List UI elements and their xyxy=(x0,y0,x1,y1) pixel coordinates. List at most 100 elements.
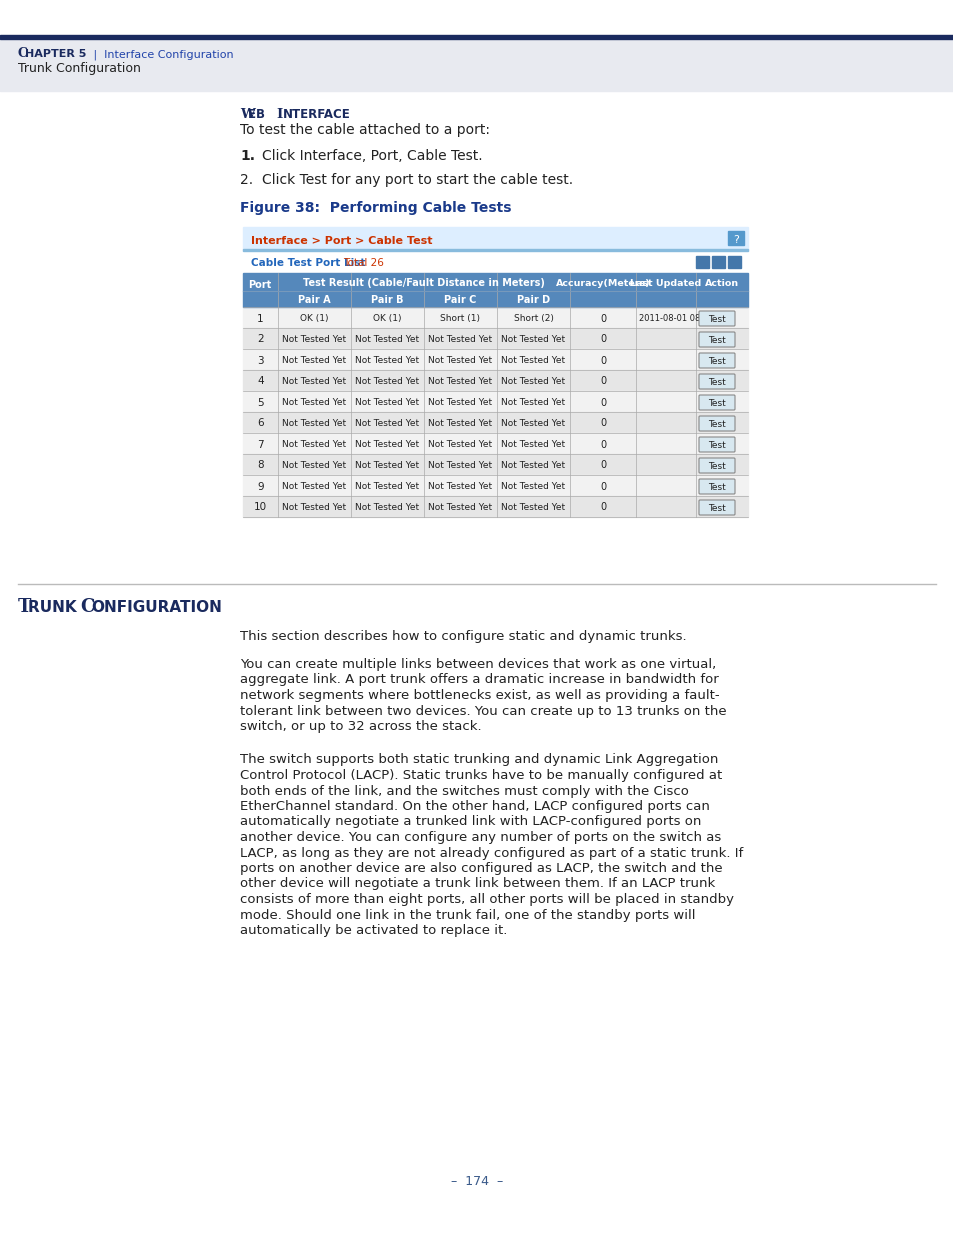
Text: Test: Test xyxy=(707,504,725,513)
Text: This section describes how to configure static and dynamic trunks.: This section describes how to configure … xyxy=(240,630,686,643)
Text: Not Tested Yet: Not Tested Yet xyxy=(282,482,346,492)
Text: Pair D: Pair D xyxy=(517,295,550,305)
Text: Not Tested Yet: Not Tested Yet xyxy=(428,356,492,366)
Text: C: C xyxy=(18,47,28,61)
Text: W: W xyxy=(240,107,254,121)
Text: 7: 7 xyxy=(257,440,264,450)
Bar xyxy=(727,231,743,245)
Text: Not Tested Yet: Not Tested Yet xyxy=(428,482,492,492)
Text: I: I xyxy=(275,107,282,121)
Text: Not Tested Yet: Not Tested Yet xyxy=(428,419,492,429)
Bar xyxy=(243,370,747,391)
Text: 0: 0 xyxy=(599,419,605,429)
Text: Not Tested Yet: Not Tested Yet xyxy=(355,461,419,471)
Text: Not Tested Yet: Not Tested Yet xyxy=(282,440,346,450)
Text: 5: 5 xyxy=(257,398,264,408)
Text: Not Tested Yet: Not Tested Yet xyxy=(428,503,492,513)
Text: Not Tested Yet: Not Tested Yet xyxy=(355,440,419,450)
Text: –  174  –: – 174 – xyxy=(451,1174,502,1188)
Text: Pair C: Pair C xyxy=(444,295,476,305)
Text: automatically be activated to replace it.: automatically be activated to replace it… xyxy=(240,924,507,937)
Text: Test: Test xyxy=(707,462,725,471)
Text: Action: Action xyxy=(704,279,739,288)
Text: 2.: 2. xyxy=(240,173,253,186)
Text: Not Tested Yet: Not Tested Yet xyxy=(428,440,492,450)
Bar xyxy=(243,249,747,251)
Bar xyxy=(0,35,953,40)
Text: Control Protocol (LACP). Static trunks have to be manually configured at: Control Protocol (LACP). Static trunks h… xyxy=(240,769,721,782)
FancyBboxPatch shape xyxy=(699,437,734,452)
Text: Interface > Port > Cable Test: Interface > Port > Cable Test xyxy=(251,236,432,246)
Text: T: T xyxy=(18,598,31,616)
Bar xyxy=(696,256,708,268)
Text: OK (1): OK (1) xyxy=(300,314,329,324)
Bar xyxy=(243,496,747,517)
FancyBboxPatch shape xyxy=(699,500,734,515)
Text: ?: ? xyxy=(732,235,739,245)
Text: Figure 38:  Performing Cable Tests: Figure 38: Performing Cable Tests xyxy=(240,201,511,215)
Text: 3: 3 xyxy=(257,356,264,366)
Text: Test: Test xyxy=(707,336,725,345)
FancyBboxPatch shape xyxy=(699,416,734,431)
Text: Not Tested Yet: Not Tested Yet xyxy=(501,377,565,387)
Text: consists of more than eight ports, all other ports will be placed in standby: consists of more than eight ports, all o… xyxy=(240,893,733,906)
Text: Not Tested Yet: Not Tested Yet xyxy=(428,377,492,387)
Text: Short (1): Short (1) xyxy=(440,314,480,324)
Bar xyxy=(243,227,747,251)
Text: Pair B: Pair B xyxy=(371,295,403,305)
Text: Not Tested Yet: Not Tested Yet xyxy=(501,482,565,492)
Text: 1: 1 xyxy=(257,314,264,324)
Bar xyxy=(243,350,747,370)
FancyBboxPatch shape xyxy=(699,479,734,494)
Bar xyxy=(243,391,747,412)
Text: Not Tested Yet: Not Tested Yet xyxy=(501,419,565,429)
Text: Cable Test Port List: Cable Test Port List xyxy=(251,258,365,268)
Text: Total 26: Total 26 xyxy=(343,258,383,268)
Text: another device. You can configure any number of ports on the switch as: another device. You can configure any nu… xyxy=(240,831,720,844)
Text: network segments where bottlenecks exist, as well as providing a fault-: network segments where bottlenecks exist… xyxy=(240,689,719,701)
Bar xyxy=(243,227,747,532)
Text: Not Tested Yet: Not Tested Yet xyxy=(355,335,419,345)
Bar xyxy=(727,256,740,268)
Text: |  Interface Configuration: | Interface Configuration xyxy=(90,49,233,59)
Bar xyxy=(243,475,747,496)
Text: Click Interface, Port, Cable Test.: Click Interface, Port, Cable Test. xyxy=(262,149,482,163)
Text: Not Tested Yet: Not Tested Yet xyxy=(501,335,565,345)
Text: Test: Test xyxy=(707,441,725,450)
FancyBboxPatch shape xyxy=(699,395,734,410)
Text: 2: 2 xyxy=(257,335,264,345)
Text: Not Tested Yet: Not Tested Yet xyxy=(501,503,565,513)
Bar xyxy=(711,256,724,268)
Text: Click Test for any port to start the cable test.: Click Test for any port to start the cab… xyxy=(262,173,573,186)
Text: Not Tested Yet: Not Tested Yet xyxy=(282,398,346,408)
Text: Not Tested Yet: Not Tested Yet xyxy=(501,356,565,366)
Text: Test Result (Cable/Fault Distance in Meters): Test Result (Cable/Fault Distance in Met… xyxy=(303,278,544,288)
Text: Not Tested Yet: Not Tested Yet xyxy=(501,398,565,408)
Text: Last Updated: Last Updated xyxy=(630,279,700,288)
Text: Test: Test xyxy=(707,483,725,492)
Text: Not Tested Yet: Not Tested Yet xyxy=(355,503,419,513)
Text: Test: Test xyxy=(707,357,725,366)
Text: ONFIGURATION: ONFIGURATION xyxy=(91,600,222,615)
Text: Not Tested Yet: Not Tested Yet xyxy=(282,335,346,345)
Text: 6: 6 xyxy=(257,419,264,429)
Text: Not Tested Yet: Not Tested Yet xyxy=(282,461,346,471)
Text: Not Tested Yet: Not Tested Yet xyxy=(428,398,492,408)
Text: The switch supports both static trunking and dynamic Link Aggregation: The switch supports both static trunking… xyxy=(240,753,718,767)
Text: Not Tested Yet: Not Tested Yet xyxy=(501,461,565,471)
Bar xyxy=(0,0,953,35)
Text: Short (2): Short (2) xyxy=(513,314,553,324)
Bar xyxy=(243,291,747,308)
Text: ports on another device are also configured as LACP, the switch and the: ports on another device are also configu… xyxy=(240,862,721,876)
Text: LACP, as long as they are not already configured as part of a static trunk. If: LACP, as long as they are not already co… xyxy=(240,846,742,860)
Text: 0: 0 xyxy=(599,482,605,492)
Text: 8: 8 xyxy=(257,461,264,471)
Bar xyxy=(0,40,953,91)
Text: other device will negotiate a trunk link between them. If an LACP trunk: other device will negotiate a trunk link… xyxy=(240,878,715,890)
Bar xyxy=(243,227,747,532)
Text: EtherChannel standard. On the other hand, LACP configured ports can: EtherChannel standard. On the other hand… xyxy=(240,800,709,813)
Text: Trunk Configuration: Trunk Configuration xyxy=(18,62,141,75)
Text: 0: 0 xyxy=(599,356,605,366)
Text: 0: 0 xyxy=(599,314,605,324)
Text: OK (1): OK (1) xyxy=(373,314,401,324)
